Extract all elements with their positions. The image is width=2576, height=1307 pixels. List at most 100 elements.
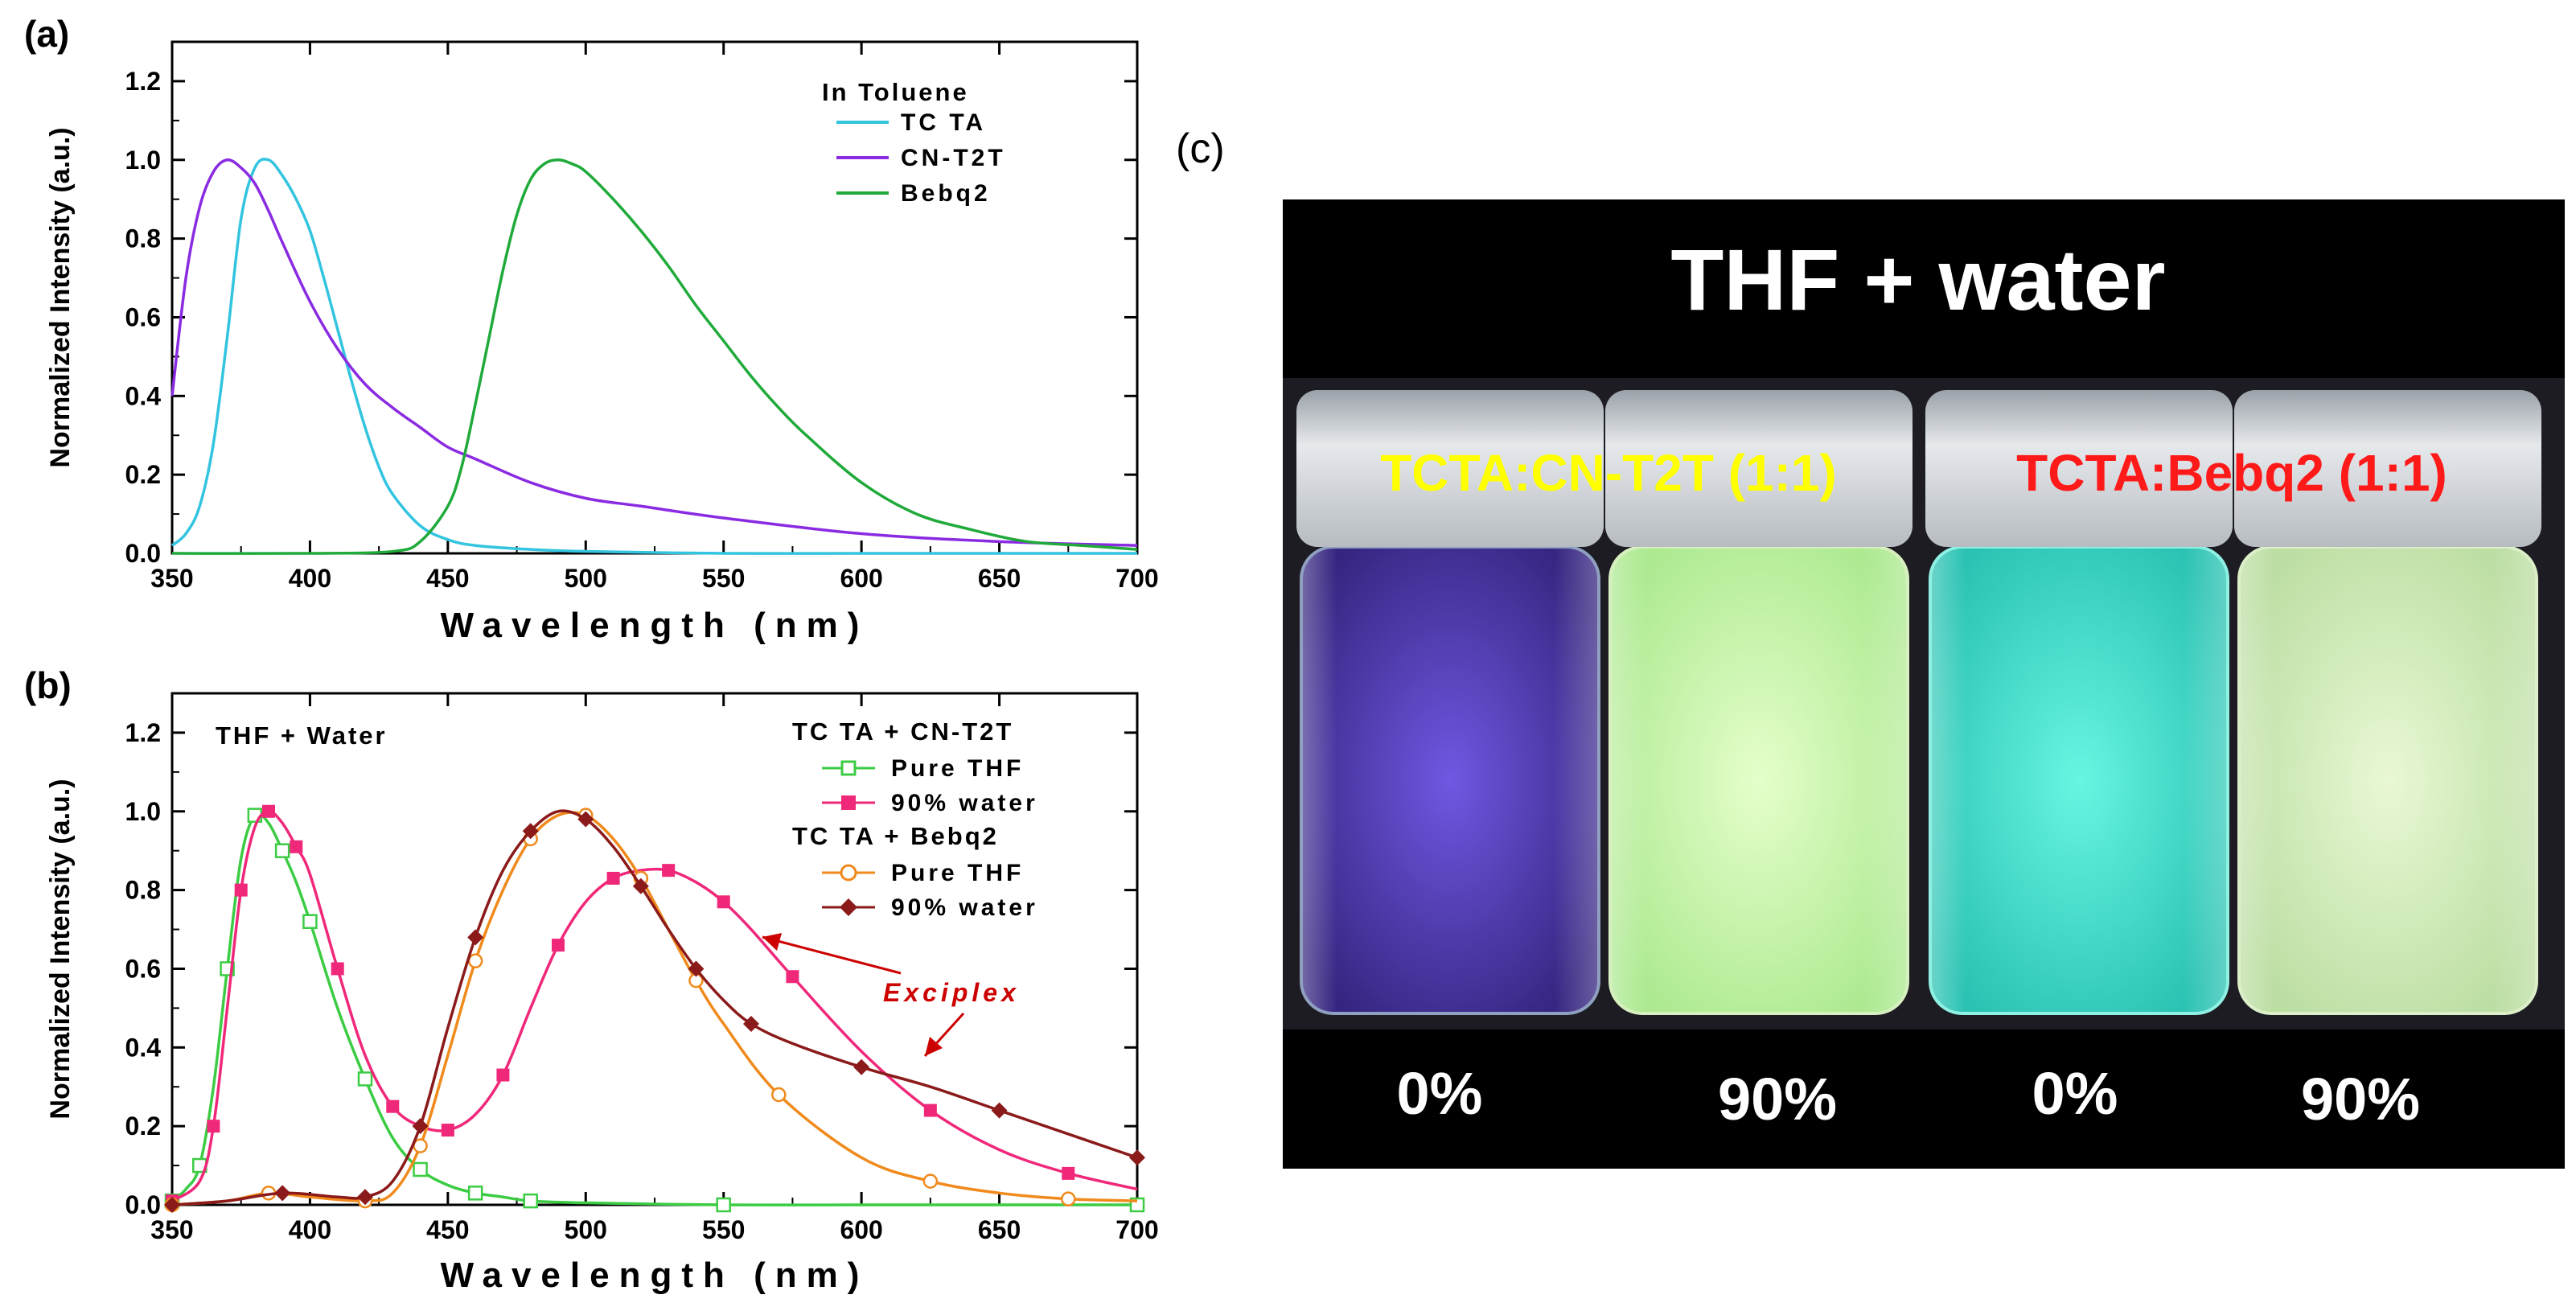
panel-b-series-3-90-water-point [1129,1149,1145,1166]
panel-b-series-3-90-water-point [991,1102,1008,1119]
panel-a-y-tick-label: 0.8 [125,224,161,253]
panel-b-series-1-90-water-point [331,962,344,976]
panel-a-y-tick-label: 1.0 [125,146,161,175]
panel-a-legend-label-bebq2: Bebq2 [901,180,991,207]
panel-b-annotation-arrow-1 [762,935,902,975]
panel-b-series-1-90-water-point [717,895,730,909]
panel-a-x-tick-label: 500 [565,564,607,593]
panel-b-series-3-90-water-point [853,1058,870,1075]
photo-percent-4: 90% [2301,1066,2420,1132]
panel-b-series-3-90-water-point [467,929,484,946]
vial-4-glass [2237,545,2538,1015]
panel-b-series-2-pure-thf-point [467,953,483,968]
panel-a-x-tick-label: 650 [978,564,1021,593]
photo-label-bebq2: TCTA:Bebq2 (1:1) [2016,444,2447,502]
vial-1 [1296,390,1604,1015]
panel-b-series-3-90-water-point [577,811,594,828]
panel-a-x-tick-label: 350 [150,564,193,593]
panel-b-y-tick-label: 0.4 [125,1033,162,1062]
panel-b-series-3-90-water-point [274,1185,291,1202]
panel-a-y-tick-label: 0.0 [125,539,161,568]
panel-b-y-tick-label: 0.8 [125,876,161,905]
panel-b-x-tick-label: 400 [289,1215,331,1244]
panel-a-legend-title: In Toluene [822,78,969,106]
panel-b-legend-marker-pure-thf-2 [840,864,857,882]
vial-1-glass [1300,545,1600,1015]
panel-b-legend-group-title-cn-t2t: TC TA + CN-T2T [792,717,1013,746]
panel-a-y-tick-label: 0.2 [125,460,161,489]
panel-a-letter: (a) [24,13,69,55]
panel-b-series-0-pure-thf-point [716,1197,731,1213]
panel-b-y-ticks: 0.0 0.2 0.4 0.6 0.8 1.0 1.2 [125,693,1137,1219]
panel-b-legend-label-pure-thf-2: Pure THF [891,860,1024,886]
panel-b-series-2-pure-thf-point [1061,1191,1076,1206]
panel-a-x-tick-label: 550 [702,564,745,593]
panel-a-y-axis-title: Normalized Intensity (a.u.) [45,127,76,467]
panel-a-series-1-cn-t2t-line [171,158,1138,547]
panel-b-series-3-90-water-point [357,1189,373,1206]
vial-3 [1925,390,2233,1015]
panel-a-x-axis-title: Wavelength (nm) [441,606,869,645]
panel-a-legend: In Toluene TC TA CN-T2T Bebq2 [822,78,1006,207]
panel-a-x-tick-label: 700 [1115,564,1158,593]
panel-b-series-1-90-water-line [171,810,1138,1202]
panel-a-plot-frame [171,40,1139,555]
panel-b-x-tick-label: 450 [426,1215,469,1244]
panel-b-x-tick-label: 650 [978,1215,1021,1244]
panel-b-series-1-90-water-point [496,1068,510,1082]
panel-b-annotation-arrowhead-1 [762,933,782,951]
panel-b-y-tick-label: 0.2 [125,1112,161,1141]
panel-b-series-2-pure-thf-point [922,1173,939,1189]
photo-percent-2: 90% [1718,1066,1837,1132]
vial-2 [1605,390,1912,1015]
panel-b-series-1-90-water-point [786,970,799,984]
panel-b-series-3-90-water-point [743,1015,759,1032]
panel-b-series-3-90-water-point [522,823,539,840]
panel-b: (b) 350 400 450 500 550 600 650 700 0.00.20.40.… [24,664,1159,1295]
panel-b-legend-marker-90-water-2 [840,898,857,916]
panel-b-series-0-pure-thf-point [274,843,290,858]
panel-b-x-tick-label: 350 [150,1215,193,1244]
panel-b-letter: (b) [24,664,72,706]
panel-b-x-ticks: 350 400 450 500 550 600 650 700 [150,693,1159,1244]
vial-1-cap [1296,390,1604,547]
panel-b-series-1-90-water-point [441,1124,454,1137]
panel-b-series-1-90-water-point [1062,1166,1075,1180]
panel-a-y-tick-label: 0.6 [125,302,161,331]
vial-2-cap [1605,390,1912,547]
vial-3-cap [1925,390,2233,547]
vial-3-glass [1929,545,2229,1015]
panel-b-series-1-90-water-point [290,840,303,853]
vial-4 [2234,390,2541,1015]
panel-b-y-tick-label: 1.0 [125,797,161,826]
panel-b-annotation-arrowhead-2 [925,1037,943,1056]
panel-a-x-tick-label: 400 [289,564,331,593]
panel-b-x-tick-label: 600 [840,1215,882,1244]
panel-b-series-1-90-water-point [662,864,676,877]
panel-b-legend-label-pure-thf-1: Pure THF [891,755,1024,782]
panel-b-series-1-90-water-point [207,1120,220,1133]
panel-a-y-tick-label: 0.4 [125,381,162,410]
panel-b-series-3-90-water-point [412,1118,429,1135]
photo-percent-3: 0% [2032,1060,2118,1127]
panel-b-x-tick-label: 550 [702,1215,745,1244]
panel-a-series [171,158,1138,555]
panel-b-legend: TC TA + CN-T2T Pure THF 90% water TC TA … [792,717,1038,921]
panel-a: (a) 350 400 450 500 550 600 650 700 0.00.20.40.… [24,13,1159,645]
panel-a-y-ticks: 0.0 0.2 0.4 0.6 0.8 1.0 1.2 [125,41,1137,568]
panel-b-legend-marker-pure-thf-1 [840,760,857,776]
panel-b-x-axis-title: Wavelength (nm) [441,1256,869,1295]
panel-b-legend-label-90-water-1: 90% water [891,790,1038,816]
panel-a-legend-label-tcta: TC TA [901,109,986,136]
panel-a-legend-label-cn-t2t: CN-T2T [901,145,1006,171]
panel-a-series-2-bebq2-line [171,158,1138,555]
panel-b-inset-label: THF + Water [216,721,388,750]
panel-b-series-0-pure-thf-line [171,812,1137,1206]
panel-b-series-0-pure-thf-point [523,1193,538,1209]
panel-a-y-tick-label: 1.2 [125,67,161,96]
panel-b-series-1-90-water-point [606,871,620,885]
panel-b-series-0-pure-thf-point [302,914,318,930]
panel-a-x-tick-label: 600 [840,564,882,593]
panel-b-legend-group-title-bebq2: TC TA + Bebq2 [792,822,999,850]
panel-b-x-tick-label: 700 [1115,1215,1158,1244]
